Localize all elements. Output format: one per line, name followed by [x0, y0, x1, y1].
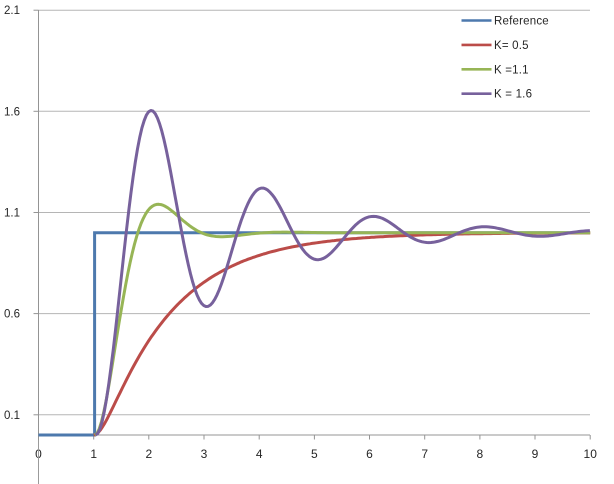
svg-text:1: 1 [90, 447, 97, 461]
svg-text:5: 5 [311, 447, 318, 461]
svg-text:7: 7 [421, 447, 428, 461]
svg-text:0.1: 0.1 [4, 410, 20, 422]
svg-text:K = 1.6: K = 1.6 [494, 89, 532, 101]
svg-text:0.6: 0.6 [4, 309, 20, 321]
svg-text:1.1: 1.1 [4, 208, 20, 220]
svg-text:K= 0.5: K= 0.5 [494, 40, 529, 52]
svg-text:Reference: Reference [494, 16, 549, 28]
svg-text:2: 2 [145, 447, 152, 461]
svg-text:4: 4 [256, 447, 263, 461]
svg-text:3: 3 [201, 447, 208, 461]
svg-text:9: 9 [532, 447, 539, 461]
svg-text:6: 6 [366, 447, 373, 461]
svg-text:8: 8 [477, 447, 484, 461]
svg-text:2.1: 2.1 [4, 5, 20, 17]
svg-text:K =1.1: K =1.1 [494, 64, 529, 76]
svg-text:1.6: 1.6 [4, 106, 20, 118]
svg-text:10: 10 [584, 447, 598, 461]
